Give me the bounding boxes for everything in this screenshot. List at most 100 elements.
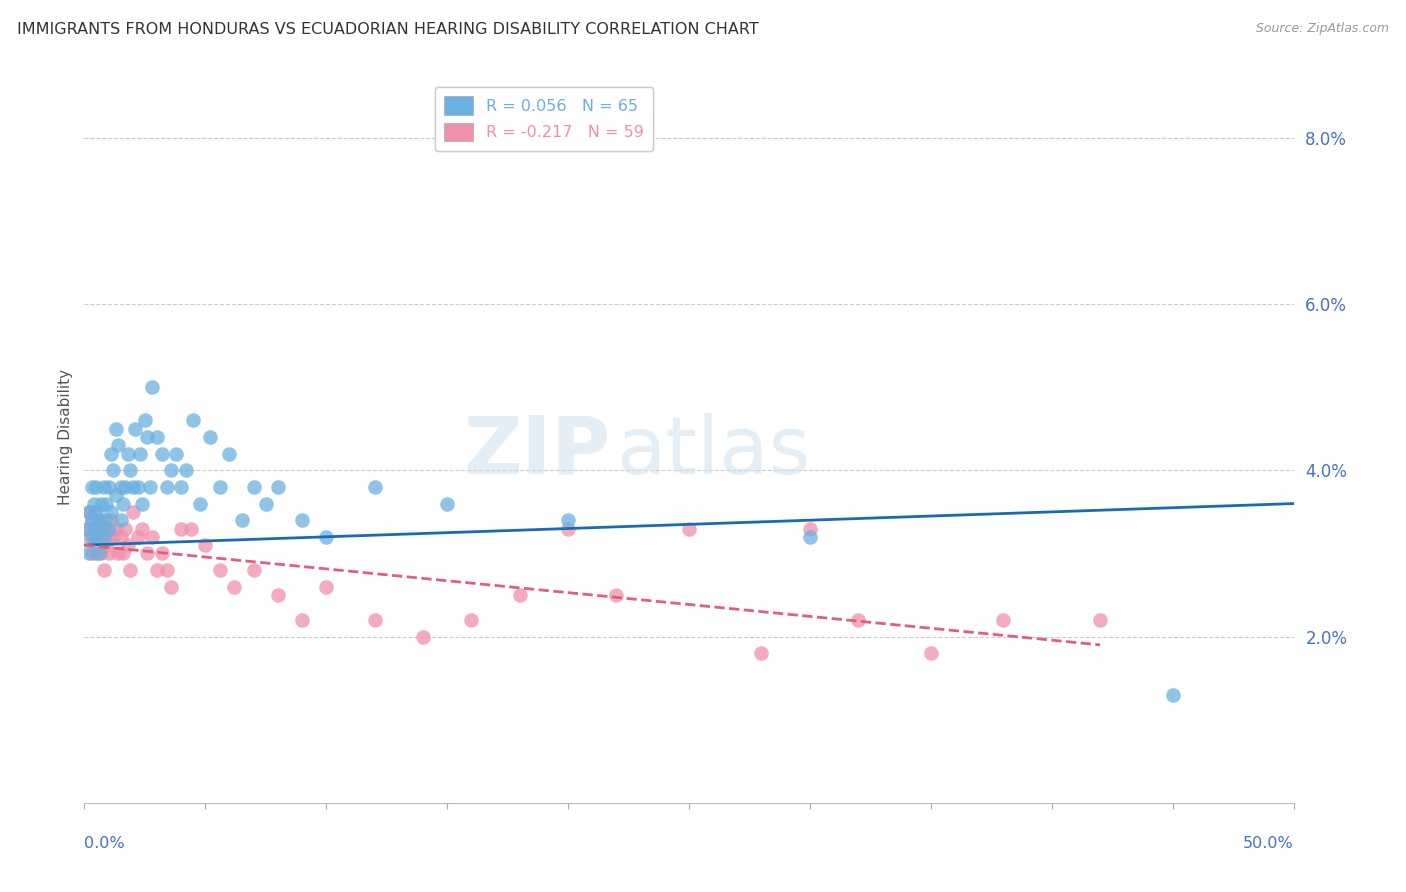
Point (114, 480, 136, 494)
Point (315, 530, 337, 544)
Point (920, 646, 942, 660)
Point (86, 505, 108, 519)
Point (121, 505, 143, 519)
Point (77, 530, 100, 544)
Point (160, 580, 183, 594)
Point (120, 463, 142, 477)
Point (267, 480, 290, 494)
Point (77, 505, 100, 519)
Point (80, 513, 103, 527)
Text: 0.0%: 0.0% (84, 836, 125, 851)
Point (110, 530, 132, 544)
Point (190, 497, 212, 511)
Point (224, 580, 246, 594)
Point (86, 546, 108, 560)
Point (83, 505, 105, 519)
Point (150, 447, 173, 461)
Point (90, 530, 112, 544)
Point (97, 530, 120, 544)
Point (100, 513, 122, 527)
Point (93, 530, 115, 544)
Point (146, 430, 169, 444)
Point (103, 463, 125, 477)
Point (100, 505, 122, 519)
Point (112, 497, 135, 511)
Point (181, 413, 204, 427)
Point (87, 530, 110, 544)
Legend: R = 0.056   N = 65, R = -0.217   N = 59: R = 0.056 N = 65, R = -0.217 N = 59 (434, 87, 654, 151)
Point (1088, 613, 1111, 627)
Point (267, 588, 290, 602)
Point (104, 422, 127, 436)
Point (117, 447, 139, 461)
Point (94, 538, 117, 552)
Point (124, 422, 146, 436)
Point (291, 613, 314, 627)
Point (993, 613, 1015, 627)
Point (254, 497, 277, 511)
Point (83, 530, 105, 544)
Point (242, 563, 264, 577)
Point (76, 521, 98, 535)
Point (93, 480, 115, 494)
Point (80, 513, 103, 527)
Point (80, 546, 103, 560)
Point (94, 497, 117, 511)
Point (557, 513, 579, 527)
Point (363, 613, 385, 627)
Point (80, 480, 103, 494)
Point (460, 613, 482, 627)
Y-axis label: Hearing Disability: Hearing Disability (58, 369, 73, 505)
Point (87, 513, 110, 527)
Point (121, 480, 143, 494)
Point (83, 521, 105, 535)
Point (155, 563, 177, 577)
Point (107, 438, 129, 452)
Point (90, 521, 112, 535)
Point (1161, 688, 1184, 702)
Point (117, 538, 139, 552)
Point (134, 413, 156, 427)
Point (138, 480, 160, 494)
Text: Source: ZipAtlas.com: Source: ZipAtlas.com (1256, 22, 1389, 36)
Point (291, 513, 314, 527)
Point (97, 521, 120, 535)
Point (208, 480, 231, 494)
Point (231, 513, 253, 527)
Point (208, 563, 231, 577)
Point (799, 530, 821, 544)
Point (76, 521, 98, 535)
Point (100, 447, 122, 461)
Point (799, 521, 821, 535)
Point (103, 530, 125, 544)
Point (129, 447, 152, 461)
Point (83, 497, 105, 511)
Point (86, 530, 108, 544)
Point (112, 546, 135, 560)
Point (136, 430, 159, 444)
Point (751, 646, 773, 660)
Point (93, 563, 115, 577)
Point (198, 430, 221, 444)
Point (363, 480, 385, 494)
Point (104, 521, 127, 535)
Point (141, 380, 163, 394)
Point (146, 563, 169, 577)
Point (412, 630, 434, 644)
Point (846, 613, 869, 627)
Point (218, 447, 240, 461)
Text: atlas: atlas (616, 413, 811, 491)
Point (110, 480, 132, 494)
Point (180, 521, 202, 535)
Point (315, 580, 337, 594)
Point (131, 497, 153, 511)
Point (77, 505, 100, 519)
Point (107, 546, 129, 560)
Text: ZIP: ZIP (463, 413, 610, 491)
Point (114, 521, 136, 535)
Point (131, 521, 153, 535)
Point (104, 488, 127, 502)
Point (605, 588, 627, 602)
Point (170, 480, 193, 494)
Point (509, 588, 531, 602)
